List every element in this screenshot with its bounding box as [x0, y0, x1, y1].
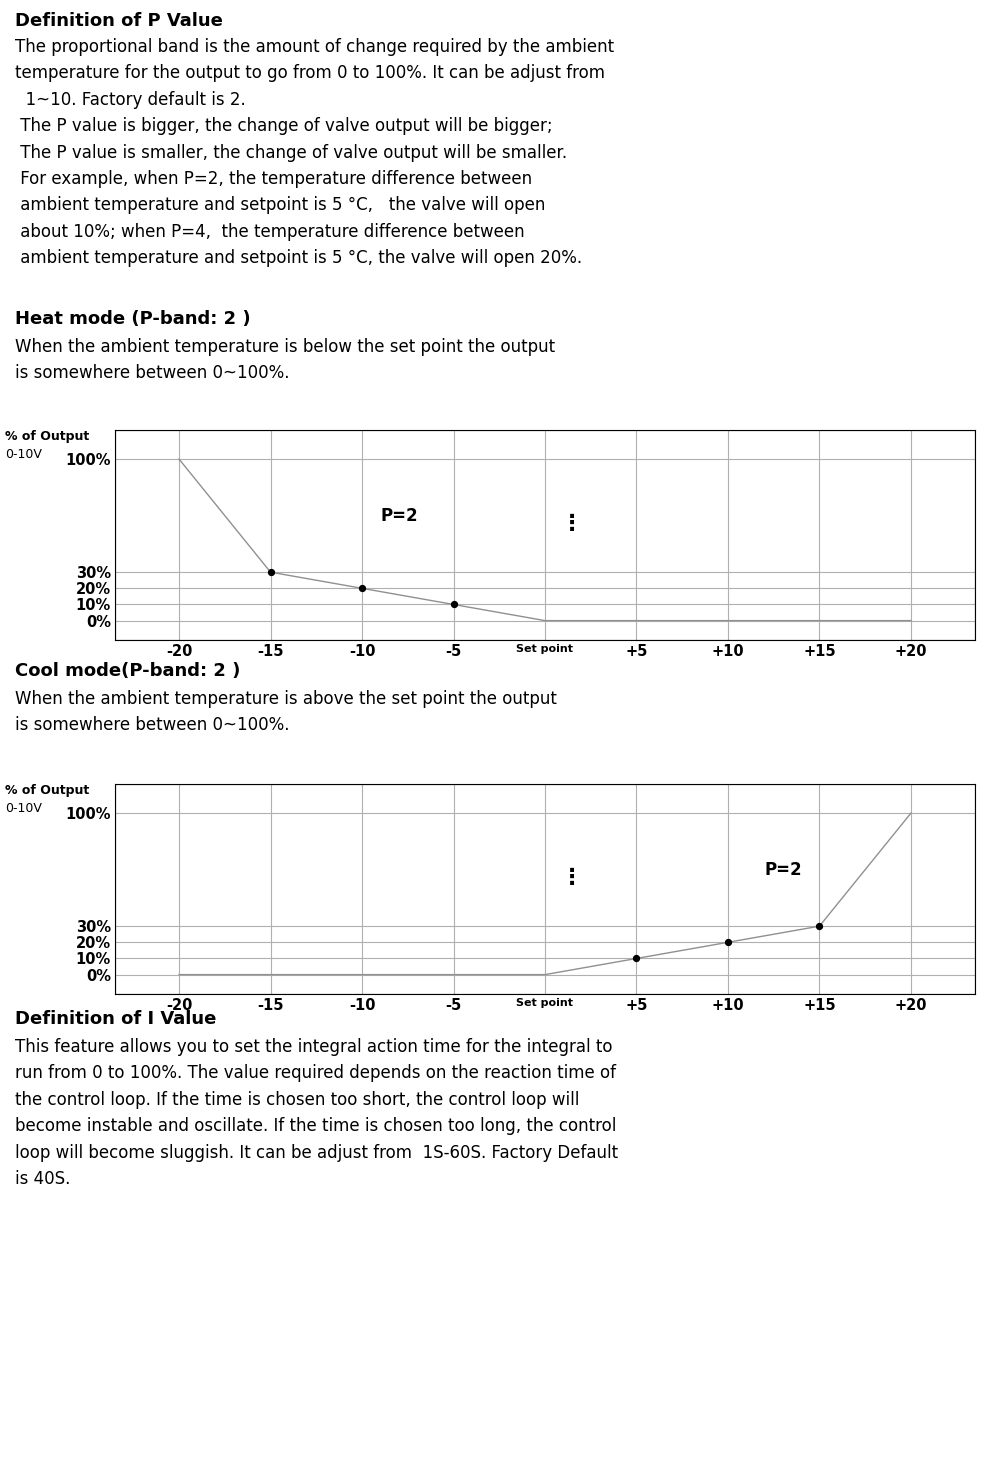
Point [811, 914, 827, 937]
Point [628, 946, 644, 970]
Text: ⋮: ⋮ [561, 868, 584, 887]
Text: Cool mode(P-band: 2 ): Cool mode(P-band: 2 ) [15, 662, 240, 680]
Text: 0-10V: 0-10V [5, 447, 42, 461]
Text: % of Output: % of Output [5, 783, 89, 797]
Text: P=2: P=2 [380, 507, 418, 524]
Text: Heat mode (P-band: 2 ): Heat mode (P-band: 2 ) [15, 310, 251, 327]
Bar [115, 783, 975, 994]
Text: When the ambient temperature is below the set point the output
is somewhere betw: When the ambient temperature is below th… [15, 338, 555, 382]
Text: ⋮: ⋮ [561, 514, 584, 533]
Text: Definition of I Value: Definition of I Value [15, 1010, 216, 1028]
Bar [115, 429, 975, 640]
Point [354, 576, 370, 600]
Point [263, 560, 279, 584]
Text: % of Output: % of Output [5, 429, 89, 443]
Text: Definition of P Value: Definition of P Value [15, 12, 223, 30]
Point [446, 592, 462, 616]
Text: 0-10V: 0-10V [5, 803, 42, 815]
Point [720, 930, 736, 954]
Text: This feature allows you to set the integral action time for the integral to
run : This feature allows you to set the integ… [15, 1038, 618, 1188]
Text: The proportional band is the amount of change required by the ambient
temperatur: The proportional band is the amount of c… [15, 39, 614, 267]
Text: When the ambient temperature is above the set point the output
is somewhere betw: When the ambient temperature is above th… [15, 690, 557, 735]
Text: P=2: P=2 [765, 860, 802, 878]
